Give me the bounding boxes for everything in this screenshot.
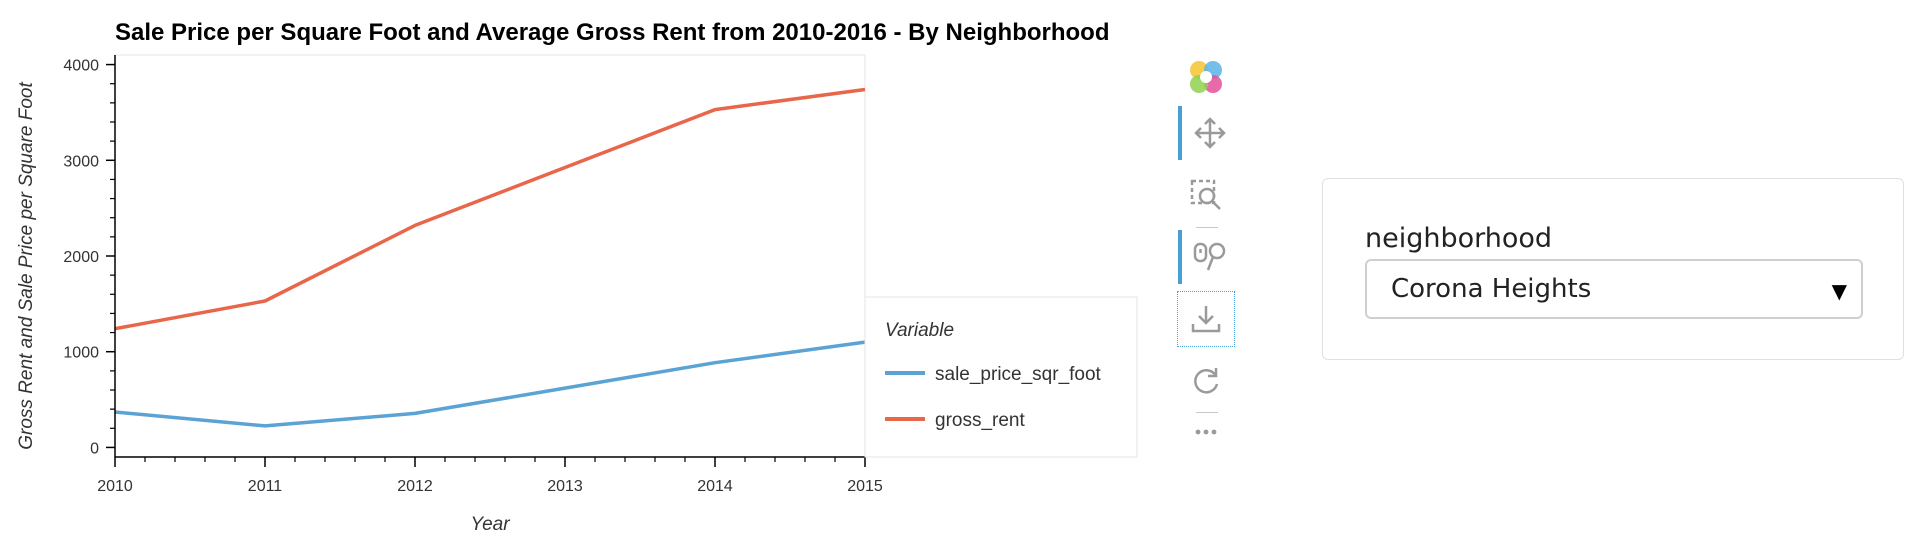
y-tick-label: 1000 <box>63 345 99 362</box>
line-chart: Sale Price per Square Foot and Average G… <box>16 19 1138 535</box>
y-axis-label: Gross Rent and Sale Price per Square Foo… <box>16 82 37 450</box>
x-tick-label: 2012 <box>397 478 433 495</box>
save-icon[interactable] <box>1177 291 1235 347</box>
legend-box <box>864 296 1138 458</box>
reset-icon[interactable] <box>1178 354 1234 408</box>
legend-title: Variable <box>885 320 954 341</box>
toolbar-separator <box>1196 227 1218 228</box>
plot-frame <box>114 54 866 458</box>
select-value: Corona Heights <box>1391 274 1592 304</box>
x-tick-label: 2015 <box>847 478 883 495</box>
chart-toolbar <box>1170 50 1240 450</box>
toolbar-separator <box>1196 412 1218 413</box>
wheel-zoom-icon[interactable] <box>1178 230 1238 284</box>
pan-icon[interactable] <box>1178 106 1238 160</box>
y-tick-label: 0 <box>90 440 99 457</box>
x-tick-label: 2011 <box>248 478 283 495</box>
x-tick-label: 2014 <box>697 478 733 495</box>
y-tick-label: 4000 <box>63 58 99 75</box>
x-tick-label: 2010 <box>97 478 133 495</box>
y-tick-label: 2000 <box>63 249 99 266</box>
y-tick-label: 3000 <box>63 153 99 170</box>
series-line-sale_price_sqr_foot <box>114 340 866 428</box>
x-axis-label: Year <box>470 514 510 535</box>
series-line-gross_rent <box>114 87 866 331</box>
neighborhood-select[interactable]: Corona Heights ▼ <box>1365 259 1863 319</box>
chart-title: Sale Price per Square Foot and Average G… <box>115 19 1110 46</box>
legend-items: sale_price_sqr_foot gross_rent <box>885 364 1102 431</box>
chevron-down-icon: ▼ <box>1831 279 1847 303</box>
neighborhood-widget-panel: neighborhood Corona Heights ▼ <box>1322 178 1904 360</box>
x-tick-label: 2013 <box>547 478 583 495</box>
widget-label: neighborhood <box>1365 223 1553 254</box>
legend-label-sale_price_sqr_foot: sale_price_sqr_foot <box>935 364 1102 385</box>
box-zoom-icon[interactable] <box>1178 168 1234 222</box>
series-layer <box>114 87 866 428</box>
legend: Variable sale_price_sqr_foot gross_rent <box>864 296 1138 458</box>
more-icon[interactable] <box>1178 418 1234 446</box>
legend-label-gross_rent: gross_rent <box>935 410 1025 431</box>
bokeh-logo-icon[interactable] <box>1178 50 1234 104</box>
axes: 2010 2011 2012 2013 2014 2015 0 1000 2000 3000 400… <box>63 55 883 495</box>
